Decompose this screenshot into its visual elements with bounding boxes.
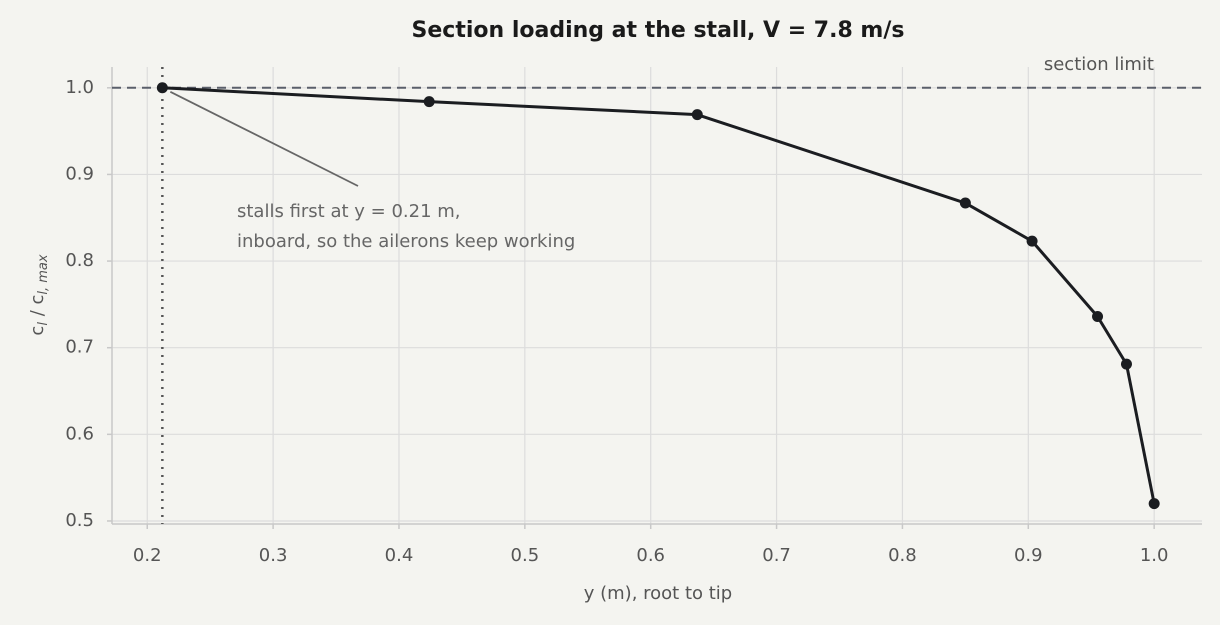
x-tick-label: 0.8 <box>888 545 917 566</box>
y-axis-label-part: / c <box>27 295 48 322</box>
x-tick-label: 0.5 <box>511 545 540 566</box>
annotation: stalls first at y = 0.21 m, <box>237 201 461 222</box>
x-tick-label: 1.0 <box>1140 545 1169 566</box>
x-tick-label: 0.7 <box>762 545 791 566</box>
x-tick-label: 0.2 <box>133 545 162 566</box>
y-tick-label: 0.6 <box>65 423 94 444</box>
y-axis-label-part: l, max <box>36 254 51 295</box>
y-tick-label: 0.5 <box>65 510 94 531</box>
x-axis-label: y (m), root to tip <box>584 583 732 604</box>
y-tick-label: 0.8 <box>65 250 94 271</box>
chart-title: Section loading at the stall, V = 7.8 m/… <box>412 18 905 43</box>
data-point <box>1148 498 1160 510</box>
x-tick-label: 0.6 <box>636 545 665 566</box>
data-point <box>691 109 703 121</box>
data-point <box>959 197 971 209</box>
y-axis-label: cl / cl, max <box>27 254 51 335</box>
y-axis-label-part: l <box>36 322 51 326</box>
x-tick-label: 0.3 <box>259 545 288 566</box>
data-point <box>156 82 168 94</box>
data-point <box>1092 311 1104 323</box>
reference-label: section limit <box>1044 54 1154 75</box>
annotation-arrow <box>169 90 359 187</box>
annotation: inboard, so the ailerons keep working <box>237 231 575 252</box>
y-tick-label: 0.9 <box>65 163 94 184</box>
y-tick-label: 1.0 <box>65 77 94 98</box>
data-line <box>162 86 1156 504</box>
data-point <box>1026 235 1038 247</box>
x-tick-label: 0.4 <box>385 545 414 566</box>
data-point <box>1120 358 1132 370</box>
data-point <box>423 96 435 108</box>
y-axis-label-part: c <box>27 326 48 336</box>
x-tick-label: 0.9 <box>1014 545 1043 566</box>
y-tick-label: 0.7 <box>65 337 94 358</box>
